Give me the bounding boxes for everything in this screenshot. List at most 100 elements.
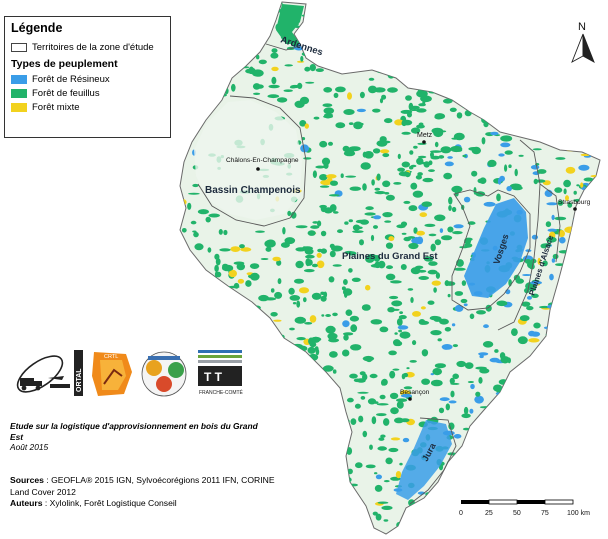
- forest-patch: [349, 186, 362, 191]
- forest-patch: [342, 332, 354, 336]
- forest-patch: [289, 327, 295, 331]
- forest-patch: [576, 245, 587, 250]
- forest-patch: [296, 337, 306, 341]
- forest-patch: [320, 248, 327, 254]
- scale-bar: 0 25 50 75 100 km: [459, 499, 590, 517]
- forest-patch: [374, 187, 381, 191]
- forest-patch: [596, 140, 600, 148]
- forest-patch: [418, 103, 426, 107]
- forest-patch: [580, 289, 589, 298]
- forest-patch: [256, 54, 260, 60]
- forest-patch: [325, 314, 331, 317]
- forest-patch: [288, 486, 297, 489]
- forest-patch: [601, 221, 607, 224]
- forest-patch: [183, 255, 189, 258]
- forest-patch: [350, 344, 362, 351]
- forest-patch: [422, 22, 428, 27]
- forest-patch: [199, 28, 208, 35]
- forest-patch: [283, 425, 287, 431]
- forest-patch: [294, 278, 304, 284]
- forest-patch: [565, 31, 569, 35]
- forest-patch: [302, 246, 307, 250]
- forest-patch: [311, 336, 320, 343]
- forest-patch: [471, 146, 481, 155]
- forest-patch: [500, 82, 509, 91]
- forest-patch: [257, 533, 268, 534]
- forest-patch: [568, 301, 578, 305]
- study-caption: Etude sur la logistique d'approvisionnem…: [10, 421, 260, 453]
- forest-patch: [260, 258, 269, 260]
- forest-patch: [470, 23, 478, 30]
- forest-patch: [368, 85, 377, 94]
- forest-patch: [393, 182, 402, 185]
- forest-patch: [531, 293, 539, 298]
- forest-patch: [415, 526, 423, 534]
- forest-patch: [273, 319, 282, 322]
- forest-patch: [227, 285, 240, 289]
- forest-patch: [471, 170, 478, 177]
- forest-patch: [311, 495, 322, 501]
- forest-patch: [546, 202, 558, 206]
- forest-patch: [593, 203, 598, 210]
- forest-patch: [299, 120, 307, 127]
- forest-patch: [429, 11, 438, 18]
- forest-patch: [326, 174, 337, 179]
- forest-patch: [472, 53, 477, 59]
- forest-patch: [186, 288, 196, 296]
- forest-patch: [334, 20, 341, 26]
- forest-patch: [412, 340, 417, 346]
- forest-patch: [270, 52, 279, 59]
- authors-line: Auteurs : Xylolink, Forêt Logistique Con…: [10, 498, 280, 510]
- forest-patch: [583, 124, 587, 131]
- forest-patch: [201, 339, 213, 343]
- forest-patch: [444, 327, 452, 332]
- forest-patch: [590, 235, 599, 241]
- forest-patch: [314, 346, 319, 351]
- forest-patch: [428, 233, 437, 237]
- forest-patch: [479, 25, 486, 28]
- forest-patch: [408, 242, 419, 250]
- forest-patch: [240, 326, 244, 332]
- forest-patch: [473, 187, 477, 195]
- forest-patch: [301, 14, 309, 17]
- forest-patch: [353, 121, 363, 130]
- forest-patch: [201, 58, 207, 66]
- forest-patch: [557, 200, 564, 206]
- forest-patch: [315, 481, 320, 490]
- forest-patch: [487, 17, 495, 25]
- forest-patch: [230, 246, 241, 253]
- forest-patch: [443, 475, 450, 481]
- forest-patch: [565, 479, 571, 486]
- forest-patch: [304, 66, 311, 72]
- forest-patch: [308, 37, 312, 42]
- forest-patch: [328, 334, 334, 340]
- forest-patch: [346, 149, 355, 154]
- forest-patch: [430, 379, 443, 387]
- forest-patch: [411, 127, 421, 134]
- forest-patch: [440, 146, 452, 154]
- forest-patch: [547, 228, 557, 232]
- forest-patch: [443, 98, 453, 104]
- forest-patch: [483, 74, 495, 79]
- forest-patch: [354, 45, 361, 51]
- forest-patch: [549, 410, 559, 415]
- forest-patch: [318, 432, 322, 438]
- forest-patch: [223, 229, 228, 236]
- forest-patch: [372, 148, 381, 154]
- forest-patch: [276, 97, 288, 103]
- forest-patch: [596, 180, 600, 187]
- forest-patch: [558, 486, 563, 493]
- forest-patch: [348, 268, 353, 273]
- forest-patch: [382, 180, 391, 188]
- forest-patch: [454, 304, 464, 312]
- forest-patch: [534, 385, 540, 393]
- city-dot-metz: [422, 140, 426, 144]
- forest-patch: [416, 124, 425, 129]
- forest-patch: [354, 403, 361, 409]
- forest-patch: [300, 367, 312, 373]
- forest-patch: [429, 62, 439, 67]
- study-date: Août 2015: [10, 442, 49, 452]
- forest-patch: [441, 235, 453, 241]
- forest-patch: [394, 340, 403, 347]
- forest-patch: [494, 11, 504, 19]
